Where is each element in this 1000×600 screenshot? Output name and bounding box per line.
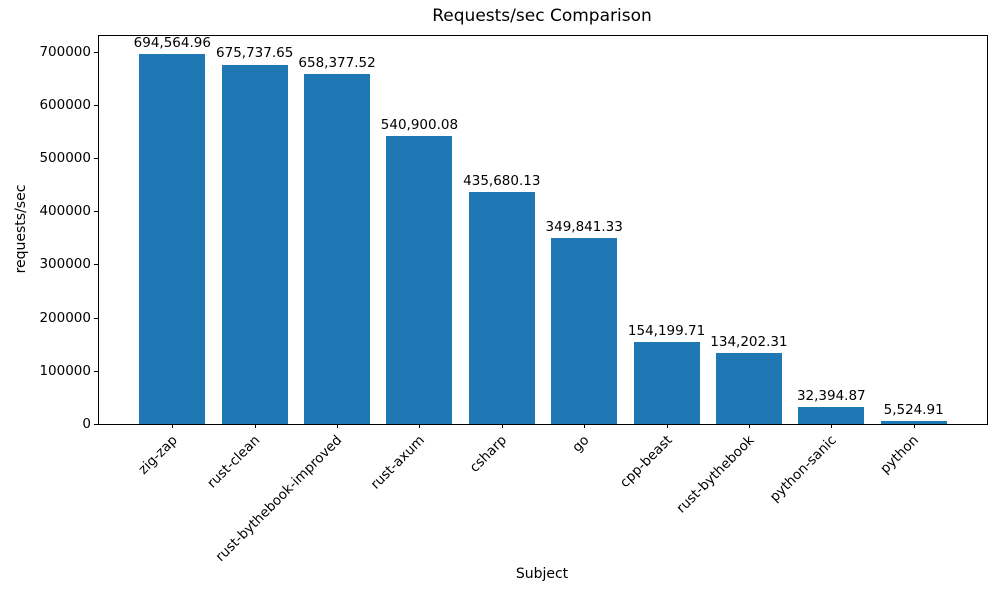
bar-value-label: 154,199.71 <box>627 322 706 339</box>
bar-value-label: 658,377.52 <box>298 54 376 71</box>
y-tick-label: 600000 <box>39 96 91 113</box>
y-tick-label: 300000 <box>39 256 91 273</box>
bar <box>386 136 453 424</box>
bar-value-label: 349,841.33 <box>545 218 623 235</box>
x-tick-label: go <box>569 432 593 456</box>
y-tick-label: 100000 <box>39 362 91 379</box>
x-tick <box>419 424 421 428</box>
bar <box>221 64 288 424</box>
x-tick-label: python-sanic <box>766 432 840 506</box>
bar-value-label: 540,900.08 <box>380 117 459 134</box>
y-tick <box>94 370 98 372</box>
x-tick <box>337 424 339 428</box>
x-tick-label: zig-zap <box>135 432 181 478</box>
x-tick <box>254 424 256 428</box>
bar <box>468 192 535 424</box>
y-tick-label: 200000 <box>39 309 91 326</box>
y-tick <box>94 51 98 53</box>
x-tick-label: rust-bythebook <box>673 432 758 517</box>
x-tick <box>748 424 750 428</box>
bar-value-label: 5,524.91 <box>883 402 944 419</box>
bar-value-label: 435,680.13 <box>463 173 541 190</box>
y-tick <box>94 104 98 106</box>
x-tick-label: python <box>877 432 923 478</box>
y-tick-label: 500000 <box>39 149 91 166</box>
y-tick <box>94 264 98 266</box>
x-tick-label: csharp <box>467 432 511 476</box>
bar <box>715 352 782 424</box>
bar <box>880 421 947 424</box>
y-axis-label: requests/sec <box>13 184 29 274</box>
bar <box>304 73 370 424</box>
bar-value-label: 675,737.65 <box>216 45 294 62</box>
x-tick-label: cpp-beast <box>616 432 676 491</box>
y-tick <box>94 424 98 425</box>
x-tick <box>913 424 915 428</box>
chart-title: Requests/sec Comparison <box>432 6 652 26</box>
bar <box>633 341 700 424</box>
y-tick-label: 400000 <box>39 203 91 220</box>
x-tick-label: rust-axum <box>367 432 429 493</box>
y-tick-label: 700000 <box>39 43 91 60</box>
x-tick <box>666 424 668 428</box>
x-tick-label: rust-clean <box>204 432 264 492</box>
plot-area: 694,564.96 zig-zap 675,737.65 rust-clean 658… <box>39 35 988 565</box>
bar-value-label: 32,394.87 <box>796 387 866 404</box>
x-tick <box>501 424 503 428</box>
x-tick <box>831 424 833 428</box>
bar-value-label: 694,564.96 <box>133 35 211 52</box>
x-tick <box>584 424 586 428</box>
x-tick <box>172 424 174 428</box>
y-tick <box>94 317 98 319</box>
bar <box>551 237 618 424</box>
y-tick <box>94 211 98 213</box>
bar <box>798 406 865 424</box>
x-axis-label: Subject <box>515 566 569 582</box>
y-tick <box>94 157 98 159</box>
y-tick-label: 0 <box>82 416 91 432</box>
bar <box>139 54 206 424</box>
bar-value-label: 134,202.31 <box>710 333 788 350</box>
